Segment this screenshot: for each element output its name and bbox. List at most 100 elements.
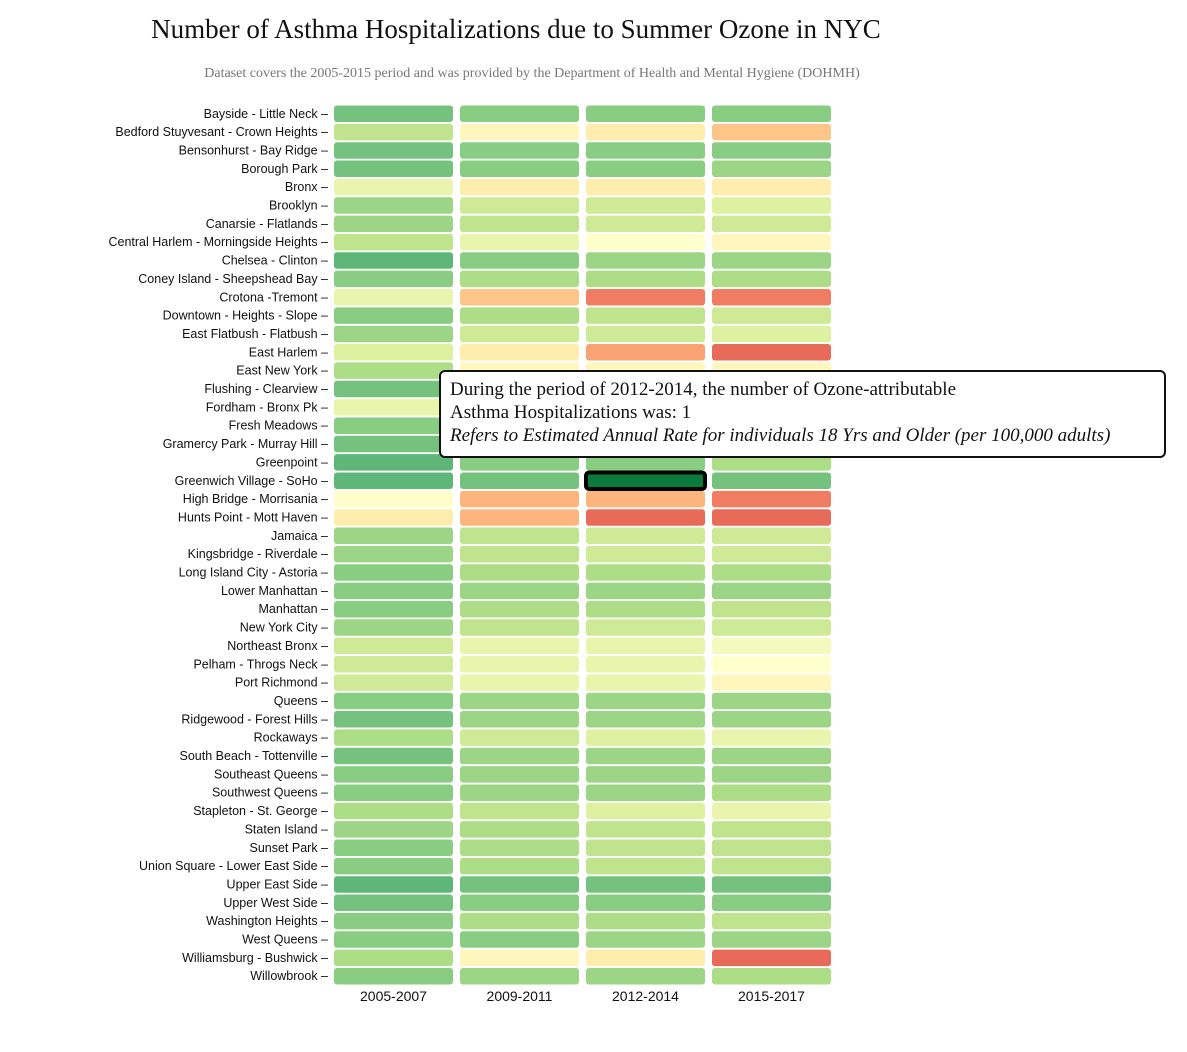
- heatmap-cell-washington-heights-2015-2017[interactable]: [712, 912, 831, 930]
- heatmap-cell-stapleton-st-george-2015-2017[interactable]: [712, 802, 831, 820]
- heatmap-cell-south-beach-tottenville-2012-2014[interactable]: [586, 747, 705, 765]
- heatmap-cell-canarsie-flatlands-2005-2007[interactable]: [334, 215, 453, 233]
- heatmap-cell-south-beach-tottenville-2005-2007[interactable]: [334, 747, 453, 765]
- heatmap-cell-queens-2005-2007[interactable]: [334, 692, 453, 710]
- heatmap-cell-crotona-tremont-2012-2014[interactable]: [586, 289, 705, 306]
- heatmap-cell-upper-west-side-2015-2017[interactable]: [712, 894, 831, 912]
- heatmap-cell-brooklyn-2012-2014[interactable]: [586, 197, 705, 214]
- heatmap-cell-bayside-little-neck-2012-2014[interactable]: [586, 105, 705, 123]
- heatmap-cell-long-island-city-astoria-2005-2007[interactable]: [334, 564, 453, 581]
- heatmap-cell-east-harlem-2009-2011[interactable]: [460, 344, 579, 361]
- heatmap-cell-hunts-point-mott-haven-2005-2007[interactable]: [334, 509, 453, 526]
- heatmap-cell-willowbrook-2015-2017[interactable]: [712, 967, 831, 985]
- heatmap-cell-southeast-queens-2009-2011[interactable]: [460, 766, 579, 783]
- heatmap-cell-rockaways-2009-2011[interactable]: [460, 729, 579, 746]
- heatmap-cell-greenwich-village-soho-2012-2014[interactable]: [584, 470, 707, 491]
- heatmap-cell-bensonhurst-bay-ridge-2009-2011[interactable]: [460, 142, 579, 159]
- heatmap-cell-east-harlem-2005-2007[interactable]: [334, 344, 453, 361]
- heatmap-cell-willowbrook-2012-2014[interactable]: [586, 967, 705, 985]
- heatmap-cell-staten-island-2012-2014[interactable]: [586, 821, 705, 838]
- heatmap-cell-southeast-queens-2012-2014[interactable]: [586, 766, 705, 783]
- heatmap-cell-greenwich-village-soho-2015-2017[interactable]: [712, 472, 831, 490]
- heatmap-cell-canarsie-flatlands-2012-2014[interactable]: [586, 215, 705, 233]
- heatmap-cell-pelham-throgs-neck-2012-2014[interactable]: [586, 656, 705, 673]
- heatmap-cell-bronx-2009-2011[interactable]: [460, 178, 579, 196]
- heatmap-cell-central-harlem-morningside-heights-2005-2007[interactable]: [334, 233, 453, 251]
- heatmap-cell-south-beach-tottenville-2009-2011[interactable]: [460, 747, 579, 765]
- heatmap-cell-manhattan-2005-2007[interactable]: [334, 600, 453, 618]
- heatmap-cell-fresh-meadows-2005-2007[interactable]: [334, 417, 453, 434]
- heatmap-cell-williamsburg-bushwick-2009-2011[interactable]: [460, 949, 579, 967]
- heatmap-cell-pelham-throgs-neck-2015-2017[interactable]: [712, 656, 831, 673]
- heatmap-cell-bronx-2005-2007[interactable]: [334, 178, 453, 196]
- heatmap-cell-stapleton-st-george-2005-2007[interactable]: [334, 802, 453, 820]
- heatmap-cell-bayside-little-neck-2009-2011[interactable]: [460, 105, 579, 123]
- heatmap-cell-greenpoint-2015-2017[interactable]: [712, 454, 831, 471]
- heatmap-cell-central-harlem-morningside-heights-2009-2011[interactable]: [460, 233, 579, 251]
- heatmap-cell-west-queens-2012-2014[interactable]: [586, 931, 705, 948]
- heatmap-cell-willowbrook-2005-2007[interactable]: [334, 967, 453, 985]
- heatmap-cell-coney-island-sheepshead-bay-2009-2011[interactable]: [460, 270, 579, 288]
- heatmap-cell-northeast-bronx-2005-2007[interactable]: [334, 637, 453, 655]
- heatmap-cell-union-square-lower-east-side-2015-2017[interactable]: [712, 857, 831, 875]
- heatmap-cell-upper-west-side-2009-2011[interactable]: [460, 894, 579, 912]
- heatmap-cell-williamsburg-bushwick-2015-2017[interactable]: [712, 949, 831, 967]
- heatmap-cell-borough-park-2012-2014[interactable]: [586, 160, 705, 178]
- heatmap-cell-northeast-bronx-2015-2017[interactable]: [712, 637, 831, 655]
- heatmap-cell-east-harlem-2012-2014[interactable]: [586, 344, 705, 361]
- heatmap-cell-brooklyn-2005-2007[interactable]: [334, 197, 453, 214]
- heatmap-cell-williamsburg-bushwick-2012-2014[interactable]: [586, 949, 705, 967]
- heatmap-cell-kingsbridge-riverdale-2012-2014[interactable]: [586, 545, 705, 563]
- heatmap-cell-southwest-queens-2015-2017[interactable]: [712, 784, 831, 801]
- heatmap-cell-lower-manhattan-2005-2007[interactable]: [334, 582, 453, 600]
- heatmap-cell-sunset-park-2009-2011[interactable]: [460, 839, 579, 857]
- heatmap-cell-bensonhurst-bay-ridge-2012-2014[interactable]: [586, 142, 705, 159]
- heatmap-cell-bronx-2015-2017[interactable]: [712, 178, 831, 196]
- heatmap-cell-port-richmond-2009-2011[interactable]: [460, 674, 579, 691]
- heatmap-cell-pelham-throgs-neck-2005-2007[interactable]: [334, 656, 453, 673]
- heatmap-cell-upper-east-side-2012-2014[interactable]: [586, 876, 705, 893]
- heatmap-cell-borough-park-2009-2011[interactable]: [460, 160, 579, 178]
- heatmap-cell-jamaica-2009-2011[interactable]: [460, 527, 579, 545]
- heatmap-cell-chelsea-clinton-2012-2014[interactable]: [586, 252, 705, 269]
- heatmap-cell-bedford-stuyvesant-crown-heights-2012-2014[interactable]: [586, 123, 705, 141]
- heatmap-cell-new-york-city-2005-2007[interactable]: [334, 619, 453, 636]
- heatmap-cell-manhattan-2009-2011[interactable]: [460, 600, 579, 618]
- heatmap-cell-hunts-point-mott-haven-2009-2011[interactable]: [460, 509, 579, 526]
- heatmap-cell-lower-manhattan-2015-2017[interactable]: [712, 582, 831, 600]
- heatmap-cell-west-queens-2015-2017[interactable]: [712, 931, 831, 948]
- heatmap-cell-central-harlem-morningside-heights-2012-2014[interactable]: [586, 233, 705, 251]
- heatmap-cell-greenpoint-2009-2011[interactable]: [460, 454, 579, 471]
- heatmap-cell-southwest-queens-2005-2007[interactable]: [334, 784, 453, 801]
- heatmap-cell-upper-west-side-2005-2007[interactable]: [334, 894, 453, 912]
- heatmap-cell-upper-east-side-2005-2007[interactable]: [334, 876, 453, 893]
- heatmap-cell-port-richmond-2005-2007[interactable]: [334, 674, 453, 691]
- heatmap-cell-lower-manhattan-2012-2014[interactable]: [586, 582, 705, 600]
- heatmap-cell-crotona-tremont-2009-2011[interactable]: [460, 289, 579, 306]
- heatmap-cell-east-flatbush-flatbush-2015-2017[interactable]: [712, 325, 831, 343]
- heatmap-cell-bronx-2012-2014[interactable]: [586, 178, 705, 196]
- heatmap-cell-staten-island-2009-2011[interactable]: [460, 821, 579, 838]
- heatmap-cell-kingsbridge-riverdale-2015-2017[interactable]: [712, 545, 831, 563]
- heatmap-cell-canarsie-flatlands-2009-2011[interactable]: [460, 215, 579, 233]
- heatmap-cell-greenpoint-2005-2007[interactable]: [334, 454, 453, 471]
- heatmap-cell-canarsie-flatlands-2015-2017[interactable]: [712, 215, 831, 233]
- heatmap-cell-hunts-point-mott-haven-2012-2014[interactable]: [586, 509, 705, 526]
- heatmap-cell-high-bridge-morrisania-2015-2017[interactable]: [712, 490, 831, 508]
- heatmap-cell-ridgewood-forest-hills-2005-2007[interactable]: [334, 711, 453, 728]
- heatmap-cell-east-flatbush-flatbush-2009-2011[interactable]: [460, 325, 579, 343]
- heatmap-cell-kingsbridge-riverdale-2009-2011[interactable]: [460, 545, 579, 563]
- heatmap-cell-upper-east-side-2015-2017[interactable]: [712, 876, 831, 893]
- heatmap-cell-upper-east-side-2009-2011[interactable]: [460, 876, 579, 893]
- heatmap-cell-long-island-city-astoria-2015-2017[interactable]: [712, 564, 831, 581]
- heatmap-cell-jamaica-2005-2007[interactable]: [334, 527, 453, 545]
- heatmap-cell-flushing-clearview-2005-2007[interactable]: [334, 380, 453, 398]
- heatmap-cell-rockaways-2012-2014[interactable]: [586, 729, 705, 746]
- heatmap-cell-upper-west-side-2012-2014[interactable]: [586, 894, 705, 912]
- heatmap-cell-greenpoint-2012-2014[interactable]: [586, 454, 705, 471]
- heatmap-cell-southwest-queens-2012-2014[interactable]: [586, 784, 705, 801]
- heatmap-cell-stapleton-st-george-2009-2011[interactable]: [460, 802, 579, 820]
- heatmap-cell-washington-heights-2009-2011[interactable]: [460, 912, 579, 930]
- heatmap-cell-bensonhurst-bay-ridge-2005-2007[interactable]: [334, 142, 453, 159]
- heatmap-cell-northeast-bronx-2012-2014[interactable]: [586, 637, 705, 655]
